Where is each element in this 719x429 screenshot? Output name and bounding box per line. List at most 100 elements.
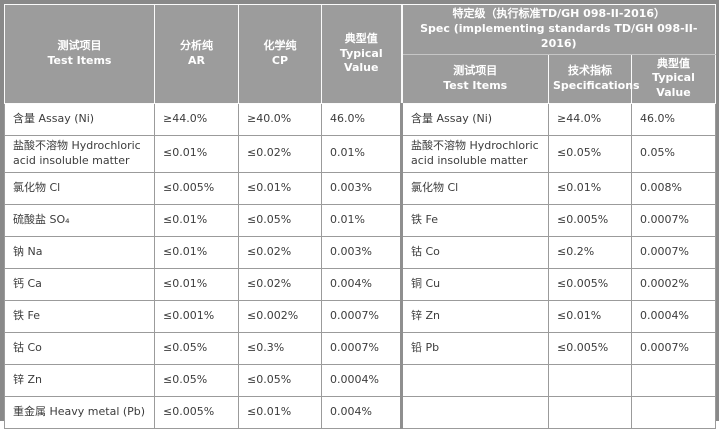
spec-title-en: Spec (implementing standards TD/GH 098-I… <box>420 21 698 50</box>
ar-value-cell: ≤0.005% <box>154 395 239 429</box>
column-header-cp: 化学纯 CP <box>238 3 322 105</box>
table-body: 含量 Assay (Ni) ≥44.0% ≥40.0% 46.0% 含量 Assay (… <box>4 103 717 429</box>
cp-value-cell: ≤0.02% <box>238 235 322 269</box>
spec-specification-cell: ≥44.0% <box>548 103 632 137</box>
spec-test-item-cell: 盐酸不溶物 Hydrochloric acid insoluble matter <box>400 135 549 173</box>
spec-typical-value-cell: 0.0007% <box>630 203 717 237</box>
ar-value-cell: ≤0.05% <box>154 331 239 365</box>
spec-specification-cell: ≤0.005% <box>548 331 632 365</box>
column-header-zh: 测试项目 <box>57 39 102 53</box>
column-header-en: Test Items <box>47 54 112 68</box>
test-item-cell: 盐酸不溶物 Hydrochloric acid insoluble matter <box>4 135 155 173</box>
column-header-en: CP <box>271 54 289 68</box>
column-header-zh: 典型值 <box>344 31 378 45</box>
spec-title-zh: 特定级（执行标准TD/GH 098-II-2016） <box>452 7 666 20</box>
spec-typical-value-cell: 0.0002% <box>630 267 717 301</box>
spec-typical-value-cell <box>630 395 717 429</box>
ar-value-cell: ≤0.01% <box>154 135 239 173</box>
header-row-top: 测试项目 Test Items 分析纯 AR 化学纯 CP 典型值 Typica… <box>4 3 717 105</box>
table-row: 铁 Fe ≤0.001% ≤0.002% 0.0007% 锌 Zn ≤0.01% 0.000… <box>4 299 717 333</box>
column-header-test-items: 测试项目 Test Items <box>4 3 155 105</box>
product-spec-table: 测试项目 Test Items 分析纯 AR 化学纯 CP 典型值 Typica… <box>4 3 717 429</box>
spec-column-header-test-items: 测试项目 Test Items <box>400 53 549 105</box>
typical-value-cell: 0.003% <box>321 235 402 269</box>
spec-specification-cell: ≤0.005% <box>548 267 632 301</box>
column-header-en: Test Items <box>443 78 508 92</box>
typical-value-cell: 0.003% <box>321 171 402 205</box>
test-item-cell: 硫酸盐 SO₄ <box>4 203 155 237</box>
spec-specification-cell: ≤0.01% <box>548 299 632 333</box>
cp-value-cell: ≤0.01% <box>238 395 322 429</box>
column-header-zh: 分析纯 <box>180 39 213 53</box>
spec-typical-value-cell <box>630 363 717 397</box>
typical-value-cell: 0.0007% <box>321 299 402 333</box>
column-header-zh: 测试项目 <box>453 63 498 77</box>
spec-test-item-cell: 锌 Zn <box>400 299 549 333</box>
spec-typical-value-cell: 0.0007% <box>630 331 717 365</box>
cp-value-cell: ≤0.05% <box>238 363 322 397</box>
table-row: 锌 Zn ≤0.05% ≤0.05% 0.0004% <box>4 363 717 397</box>
table-row: 钴 Co ≤0.05% ≤0.3% 0.0007% 铅 Pb ≤0.005% 0.0007% <box>4 331 717 365</box>
table-row: 钙 Ca ≤0.01% ≤0.02% 0.004% 铜 Cu ≤0.005% 0.0002% <box>4 267 717 301</box>
spec-test-item-cell: 铅 Pb <box>400 331 549 365</box>
spec-section-title: 特定级（执行标准TD/GH 098-II-2016） Spec (impleme… <box>400 4 717 55</box>
typical-value-cell: 46.0% <box>321 103 402 137</box>
table-row: 盐酸不溶物 Hydrochloric acid insoluble matter… <box>4 135 717 173</box>
spec-column-header-typical-value: 典型值 Typical Value <box>630 53 717 105</box>
cp-value-cell: ≤0.02% <box>238 135 322 173</box>
cp-value-cell: ≤0.002% <box>238 299 322 333</box>
test-item-cell: 钙 Ca <box>4 267 155 301</box>
column-header-zh: 技术指标 <box>568 63 612 77</box>
test-item-cell: 锌 Zn <box>4 363 155 397</box>
typical-value-cell: 0.0004% <box>321 363 402 397</box>
test-item-cell: 钴 Co <box>4 331 155 365</box>
table-row: 氯化物 Cl ≤0.005% ≤0.01% 0.003% 氯化物 Cl ≤0.01% 0.0… <box>4 171 717 205</box>
typical-value-cell: 0.01% <box>321 135 402 173</box>
column-header-en: AR <box>188 54 205 68</box>
ar-value-cell: ≤0.01% <box>154 235 239 269</box>
spec-column-header-specifications: 技术指标 Specifications <box>548 53 640 105</box>
cp-value-cell: ≤0.02% <box>238 267 322 301</box>
column-header-zh: 典型值 <box>657 56 690 70</box>
typical-value-cell: 0.004% <box>321 267 402 301</box>
table-row: 重金属 Heavy metal (Pb) ≤0.005% ≤0.01% 0.004% <box>4 395 717 429</box>
ar-value-cell: ≥44.0% <box>154 103 239 137</box>
ar-value-cell: ≤0.05% <box>154 363 239 397</box>
spec-typical-value-cell: 0.05% <box>630 135 717 173</box>
spec-typical-value-cell: 0.0004% <box>630 299 717 333</box>
cp-value-cell: ≤0.05% <box>238 203 322 237</box>
table-row: 钠 Na ≤0.01% ≤0.02% 0.003% 钴 Co ≤0.2% 0.0007% <box>4 235 717 269</box>
cp-value-cell: ≤0.3% <box>238 331 322 365</box>
typical-value-cell: 0.004% <box>321 395 402 429</box>
spec-specification-cell <box>548 395 632 429</box>
table-header: 测试项目 Test Items 分析纯 AR 化学纯 CP 典型值 Typica… <box>4 3 717 105</box>
spec-specification-cell: ≤0.2% <box>548 235 632 269</box>
typical-value-cell: 0.0007% <box>321 331 402 365</box>
spec-test-item-cell: 含量 Assay (Ni) <box>400 103 549 137</box>
cp-value-cell: ≥40.0% <box>238 103 322 137</box>
table-row: 硫酸盐 SO₄ ≤0.01% ≤0.05% 0.01% 铁 Fe ≤0.005% 0.000… <box>4 203 717 237</box>
spec-specification-cell: ≤0.005% <box>548 203 632 237</box>
table-row: 含量 Assay (Ni) ≥44.0% ≥40.0% 46.0% 含量 Assay (… <box>4 103 717 137</box>
test-item-cell: 铁 Fe <box>4 299 155 333</box>
column-header-en: Typical Value <box>652 71 695 100</box>
spec-specification-cell: ≤0.01% <box>548 171 632 205</box>
spec-typical-value-cell: 0.0007% <box>630 235 717 269</box>
spec-typical-value-cell: 46.0% <box>630 103 717 137</box>
spec-test-item-cell: 钴 Co <box>400 235 549 269</box>
spec-test-item-cell: 氯化物 Cl <box>400 171 549 205</box>
column-header-ar: 分析纯 AR <box>154 3 239 105</box>
ar-value-cell: ≤0.001% <box>154 299 239 333</box>
spec-test-item-cell: 铜 Cu <box>400 267 549 301</box>
cp-value-cell: ≤0.01% <box>238 171 322 205</box>
column-header-en: Specifications <box>553 78 640 92</box>
ar-value-cell: ≤0.005% <box>154 171 239 205</box>
column-header-en: Typical Value <box>339 46 383 75</box>
spec-test-item-cell <box>400 363 549 397</box>
test-item-cell: 重金属 Heavy metal (Pb) <box>4 395 155 429</box>
column-header-typical-value: 典型值 Typical Value <box>321 3 402 105</box>
spec-specification-cell <box>548 363 632 397</box>
ar-value-cell: ≤0.01% <box>154 203 239 237</box>
test-item-cell: 含量 Assay (Ni) <box>4 103 155 137</box>
typical-value-cell: 0.01% <box>321 203 402 237</box>
